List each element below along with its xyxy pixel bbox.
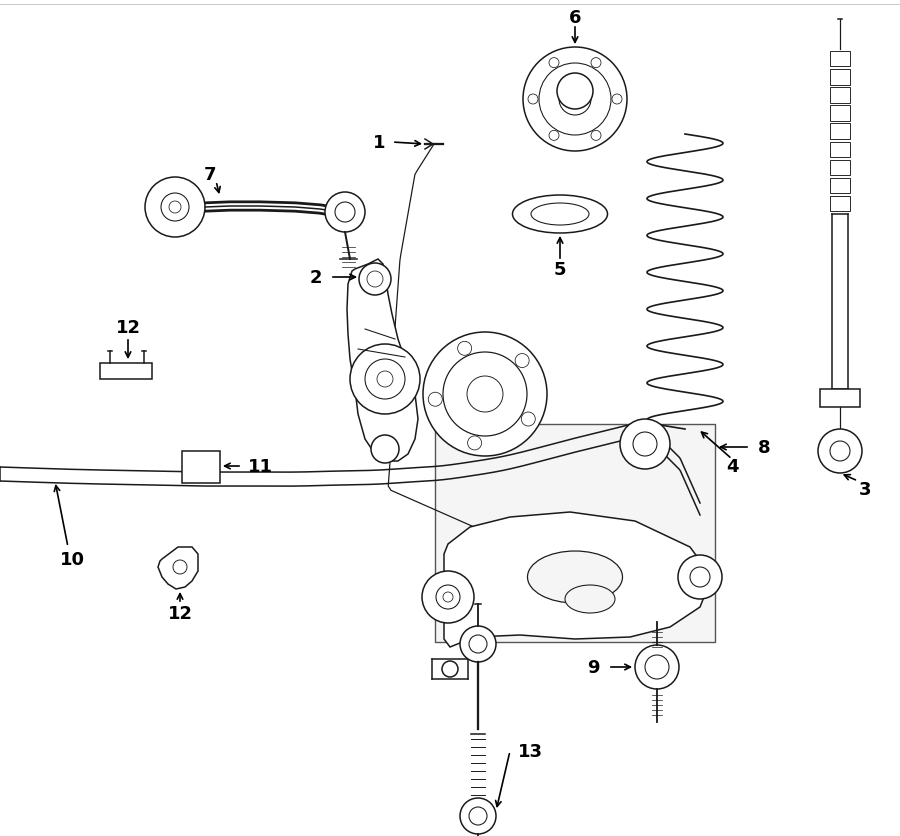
- Circle shape: [469, 807, 487, 825]
- Circle shape: [612, 95, 622, 104]
- Text: 8: 8: [758, 438, 770, 456]
- Circle shape: [521, 412, 535, 426]
- Circle shape: [515, 354, 529, 368]
- Circle shape: [367, 272, 383, 288]
- Text: 4: 4: [725, 457, 738, 476]
- Circle shape: [549, 131, 559, 141]
- Circle shape: [371, 436, 399, 463]
- Circle shape: [436, 585, 460, 609]
- Bar: [100, 364, 152, 380]
- Circle shape: [559, 84, 591, 116]
- Circle shape: [460, 626, 496, 662]
- Bar: [830, 196, 850, 212]
- Circle shape: [359, 263, 391, 296]
- Circle shape: [591, 131, 601, 141]
- Circle shape: [161, 194, 189, 222]
- Circle shape: [523, 48, 627, 152]
- Circle shape: [335, 203, 355, 222]
- Circle shape: [443, 353, 527, 436]
- Circle shape: [377, 371, 393, 388]
- Bar: [830, 52, 850, 68]
- Circle shape: [350, 344, 420, 415]
- Bar: [435, 425, 715, 642]
- Circle shape: [557, 74, 593, 110]
- Bar: [830, 106, 850, 121]
- Text: 5: 5: [554, 261, 566, 278]
- Text: 3: 3: [859, 481, 871, 498]
- Circle shape: [169, 201, 181, 214]
- Circle shape: [325, 193, 365, 232]
- Bar: [830, 88, 850, 104]
- Circle shape: [830, 441, 850, 461]
- Circle shape: [678, 555, 722, 599]
- Circle shape: [422, 571, 474, 624]
- Polygon shape: [347, 260, 418, 461]
- Circle shape: [428, 393, 442, 407]
- Bar: [830, 125, 850, 140]
- Circle shape: [145, 178, 205, 237]
- Bar: [830, 179, 850, 194]
- Circle shape: [690, 568, 710, 588]
- Circle shape: [635, 645, 679, 689]
- Circle shape: [539, 64, 611, 135]
- Text: 2: 2: [310, 268, 322, 287]
- Bar: [182, 451, 220, 483]
- Text: 12: 12: [167, 604, 193, 622]
- Circle shape: [468, 436, 482, 451]
- Circle shape: [196, 462, 206, 472]
- Text: 12: 12: [115, 319, 140, 337]
- Circle shape: [443, 592, 453, 602]
- Circle shape: [591, 59, 601, 69]
- Text: 9: 9: [588, 658, 600, 676]
- Ellipse shape: [531, 204, 589, 226]
- Circle shape: [190, 456, 212, 478]
- Polygon shape: [158, 548, 198, 589]
- Circle shape: [633, 432, 657, 456]
- Text: 7: 7: [203, 166, 216, 184]
- Text: 6: 6: [569, 9, 581, 27]
- Circle shape: [549, 59, 559, 69]
- Circle shape: [442, 661, 458, 677]
- Circle shape: [818, 430, 862, 473]
- Circle shape: [173, 560, 187, 574]
- Circle shape: [528, 95, 538, 104]
- Text: 13: 13: [518, 742, 543, 760]
- Bar: [830, 161, 850, 176]
- Circle shape: [365, 359, 405, 400]
- Circle shape: [620, 420, 670, 470]
- Text: 1: 1: [373, 134, 385, 152]
- Bar: [820, 390, 860, 407]
- Ellipse shape: [512, 196, 608, 234]
- Text: 11: 11: [248, 457, 273, 476]
- Ellipse shape: [527, 551, 623, 604]
- Bar: [830, 142, 850, 158]
- Ellipse shape: [565, 585, 615, 614]
- Circle shape: [645, 655, 669, 679]
- Polygon shape: [444, 512, 712, 647]
- Text: 10: 10: [59, 550, 85, 568]
- Bar: [830, 70, 850, 85]
- Circle shape: [469, 635, 487, 653]
- Circle shape: [460, 798, 496, 834]
- Circle shape: [423, 333, 547, 456]
- Circle shape: [458, 342, 472, 356]
- Circle shape: [467, 376, 503, 412]
